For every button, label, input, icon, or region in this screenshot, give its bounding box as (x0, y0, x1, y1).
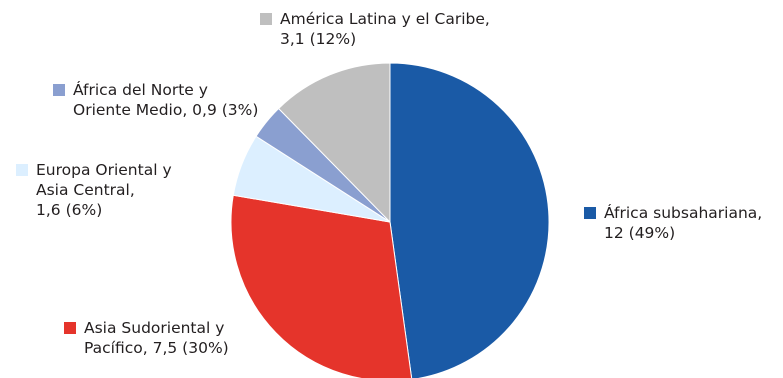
legend-label-line-2: 3,1 (12%) (280, 30, 357, 48)
pie-slice-0 (389, 62, 550, 378)
legend-label-line-1: África del Norte y (73, 81, 208, 99)
legend-label-line-1: Asia Sudoriental y (84, 319, 225, 337)
legend-label-line-2: Asia Central, (36, 181, 135, 199)
legend-label-line-1: América Latina y el Caribe, (280, 10, 490, 28)
legend-swatch (584, 207, 596, 219)
legend-america-latina: América Latina y el Caribe, 3,1 (12%) (260, 9, 490, 49)
legend-swatch (53, 84, 65, 96)
pie-slice-1 (230, 194, 413, 378)
legend-asia-sudoriental: Asia Sudoriental y Pacífico, 7,5 (30%) (64, 318, 229, 358)
legend-swatch (64, 322, 76, 334)
legend-label-line-1: Europa Oriental y (36, 161, 172, 179)
legend-swatch (16, 164, 28, 176)
legend-label-line-2: Oriente Medio, 0,9 (3%) (73, 101, 259, 119)
legend-label-line-2: 12 (49%) (604, 224, 676, 242)
legend-label-line-1: África subsahariana, (604, 204, 763, 222)
legend-africa-norte: África del Norte y Oriente Medio, 0,9 (3… (53, 80, 258, 120)
legend-label-line-2: Pacífico, 7,5 (30%) (84, 339, 229, 357)
pie-slice-4 (277, 62, 391, 224)
legend-europa-oriental: Europa Oriental y Asia Central, 1,6 (6%) (16, 160, 172, 220)
legend-swatch (260, 13, 272, 25)
legend-africa-subsahariana: África subsahariana, 12 (49%) (584, 203, 762, 243)
legend-label-line-3: 1,6 (6%) (36, 201, 103, 219)
